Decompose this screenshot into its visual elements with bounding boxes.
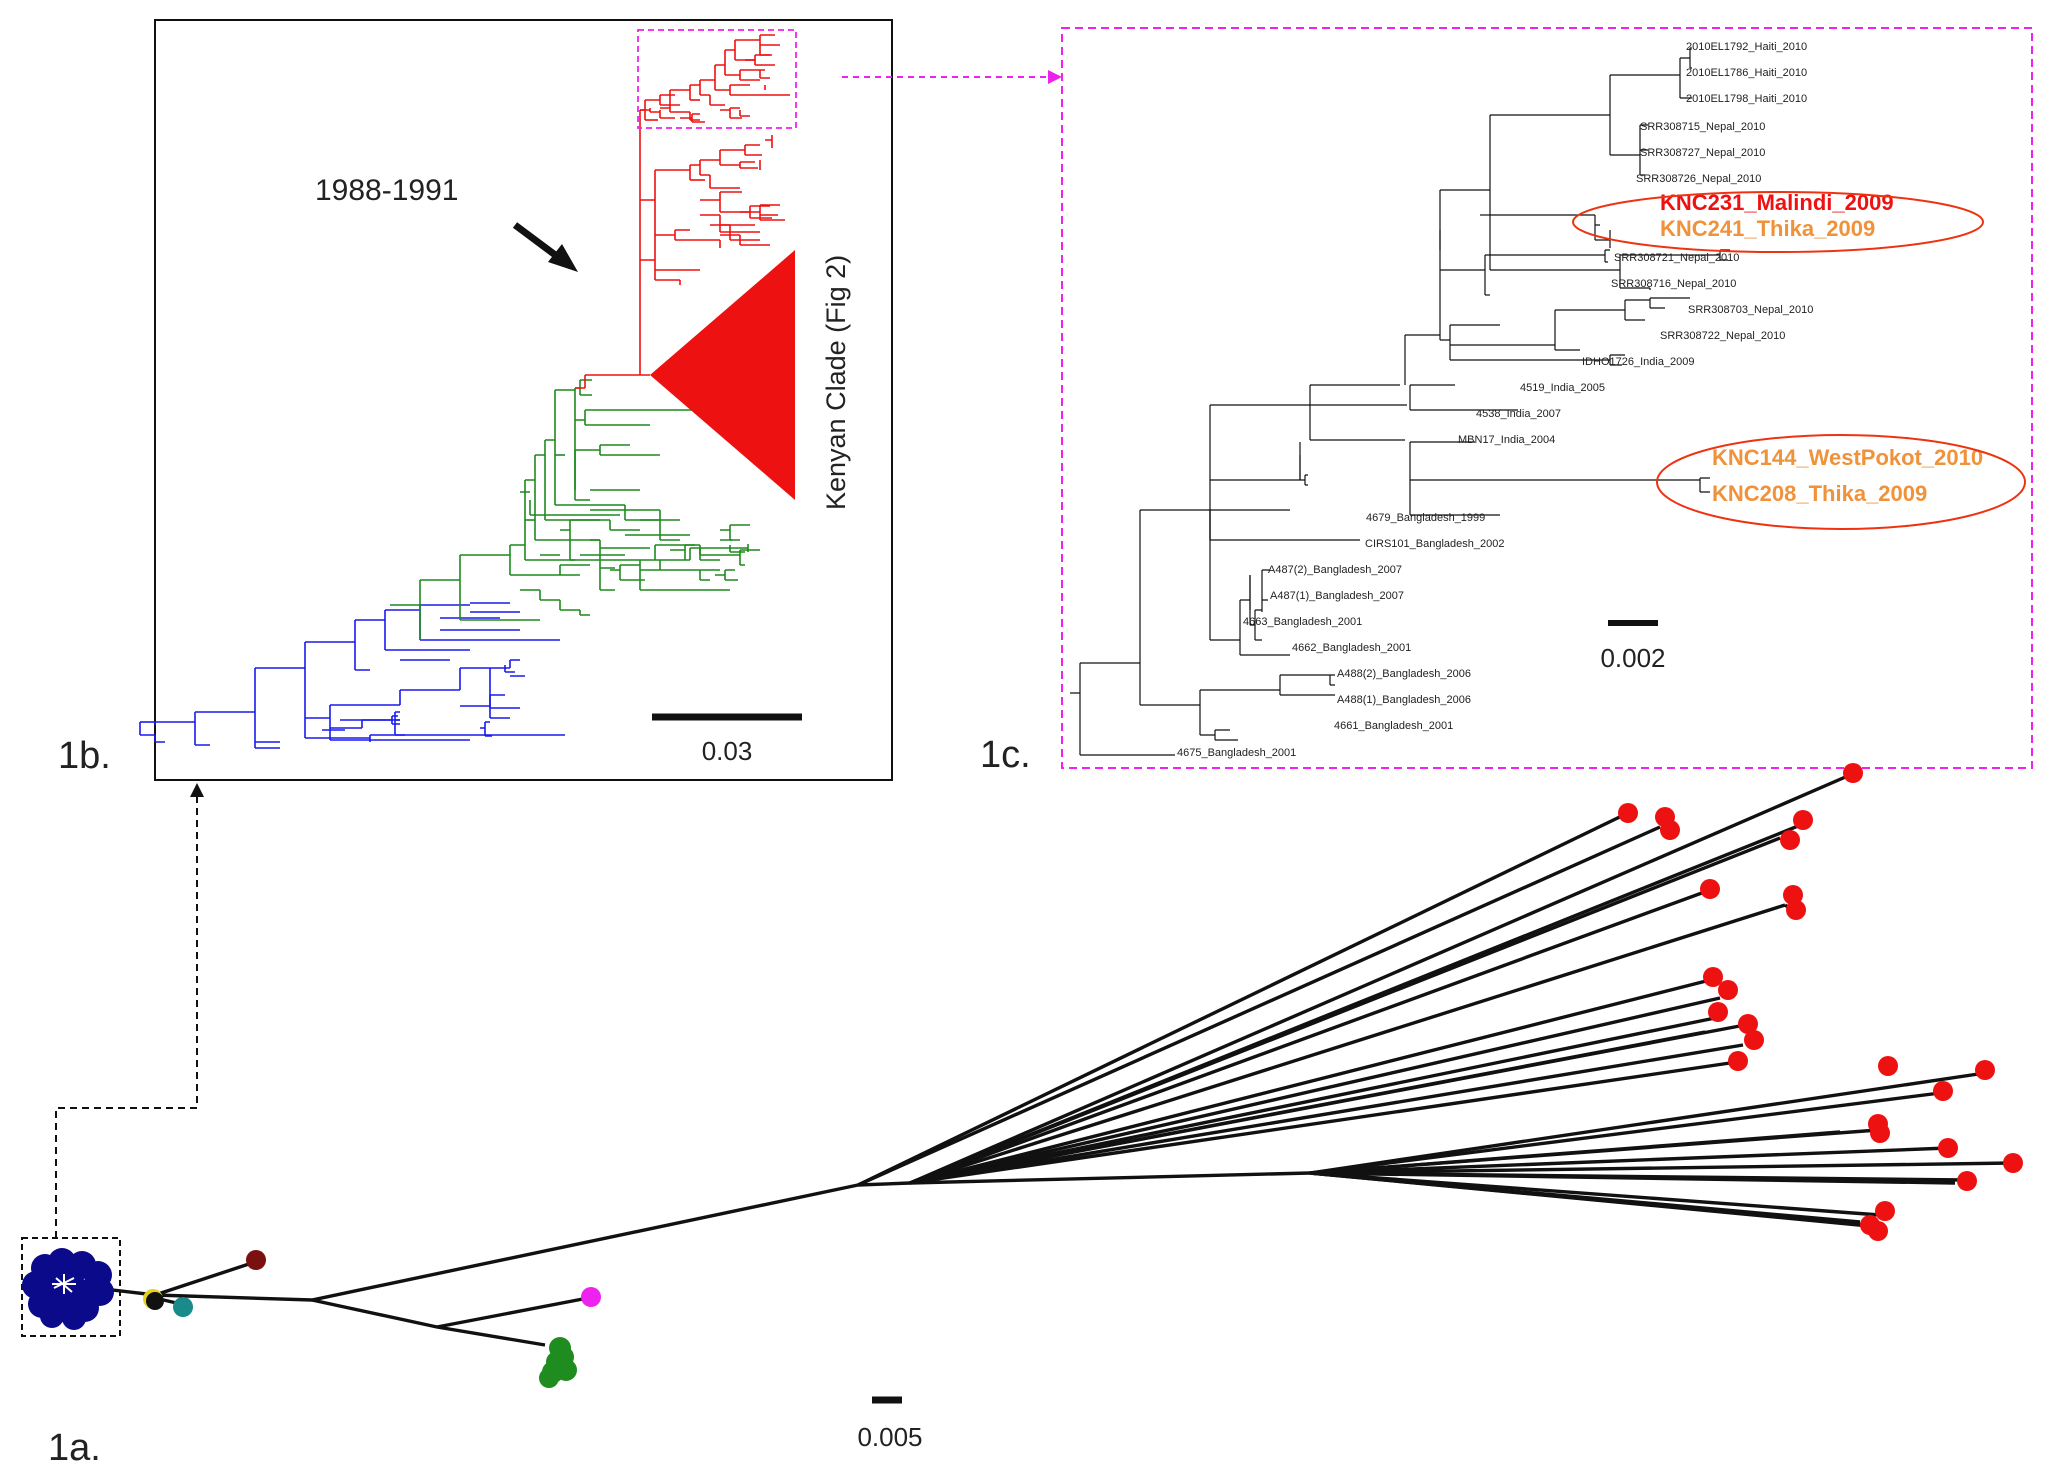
tip-label: A487(1)_Bangladesh_2007	[1270, 590, 1404, 602]
tip-label: SRR308721_Nepal_2010	[1614, 252, 1739, 264]
panel-b-blue-subtree	[139, 602, 565, 749]
kenyan-clade-label: Kenyan Clade (Fig 2)	[821, 255, 851, 510]
tip-label: IDHO1726_India_2009	[1582, 356, 1695, 368]
tip-label: CIRS101_Bangladesh_2002	[1365, 538, 1504, 550]
panel-a: 0.005 1a.	[21, 763, 2023, 1469]
kenyan-tip-label: KNC208_Thika_2009	[1712, 481, 1927, 506]
tip-label: 4538_India_2007	[1476, 408, 1561, 420]
blue-cluster-star	[52, 1274, 76, 1294]
tip-label: 4663_Bangladesh_2001	[1243, 616, 1362, 628]
tip-label: SRR308703_Nepal_2010	[1688, 304, 1813, 316]
tip-label: SRR308727_Nepal_2010	[1640, 147, 1765, 159]
scale-label-c: 0.002	[1600, 643, 1665, 673]
tip-label: SRR308716_Nepal_2010	[1611, 278, 1736, 290]
panel-b-red-subtree	[575, 34, 790, 389]
panel-b-green-subtree	[390, 379, 760, 640]
tip-label: 2010EL1798_Haiti_2010	[1686, 93, 1807, 105]
kenyan-highlight-ellipse	[1572, 191, 1984, 253]
panel-c-label: 1c.	[980, 734, 1031, 776]
date-arrow-head	[548, 244, 578, 272]
tip-label: A488(1)_Bangladesh_2006	[1337, 694, 1471, 706]
zoom-box-magenta	[637, 29, 797, 129]
tip-label: 4662_Bangladesh_2001	[1292, 642, 1411, 654]
tip-label: 4679_Bangladesh_1999	[1366, 512, 1485, 524]
panel-a-label: 1a.	[48, 1427, 101, 1469]
panel-c-tree-branches	[1070, 47, 1730, 756]
zoom-connector-a-arrowhead	[190, 783, 204, 797]
tip-label: A487(2)_Bangladesh_2007	[1268, 564, 1402, 576]
scale-label-b: 0.03	[702, 736, 753, 766]
teal-node	[173, 1297, 193, 1317]
panel-c-frame	[1061, 27, 2033, 769]
kenyan-tip-label: KNC241_Thika_2009	[1660, 216, 1875, 241]
tip-label: 2010EL1786_Haiti_2010	[1686, 67, 1807, 79]
tip-label: A488(2)_Bangladesh_2006	[1337, 668, 1471, 680]
maroon-node	[246, 1250, 266, 1270]
tip-label: SRR308722_Nepal_2010	[1660, 330, 1785, 342]
zoom-connector-arrowhead	[1048, 70, 1062, 84]
panel-b: Kenyan Clade (Fig 2) 1988-1991 0.03 1b.	[58, 19, 893, 781]
zoom-box-blue	[21, 1237, 121, 1337]
tip-label: 2010EL1792_Haiti_2010	[1686, 41, 1807, 53]
panel-b-label: 1b.	[58, 735, 111, 777]
tip-label: SRR308726_Nepal_2010	[1636, 173, 1761, 185]
red-tips	[1618, 763, 2023, 1241]
kenyan-highlight-ellipse	[1656, 434, 2026, 530]
date-label: 1988-1991	[315, 174, 458, 207]
zoom-connector-a-to-b	[55, 795, 198, 1238]
tip-label: 4675_Bangladesh_2001	[1177, 747, 1296, 759]
tip-label: SRR308715_Nepal_2010	[1640, 121, 1765, 133]
black-node	[146, 1292, 164, 1310]
kenyan-clade-triangle	[650, 250, 795, 500]
magenta-node	[581, 1287, 601, 1307]
tip-label: 4661_Bangladesh_2001	[1334, 720, 1453, 732]
blue-cluster	[22, 1248, 114, 1330]
panel-c: 2010EL1792_Haiti_2010 2010EL1786_Haiti_2…	[980, 27, 2033, 776]
kenyan-tip-label: KNC144_WestPokot_2010	[1712, 445, 1983, 470]
scale-label-a: 0.005	[857, 1422, 922, 1452]
green-cluster	[539, 1337, 577, 1388]
tip-label: 4519_India_2005	[1520, 382, 1605, 394]
panel-b-frame	[154, 19, 893, 781]
panel-a-branches	[69, 773, 2013, 1347]
tip-label: MBN17_India_2004	[1458, 434, 1555, 446]
